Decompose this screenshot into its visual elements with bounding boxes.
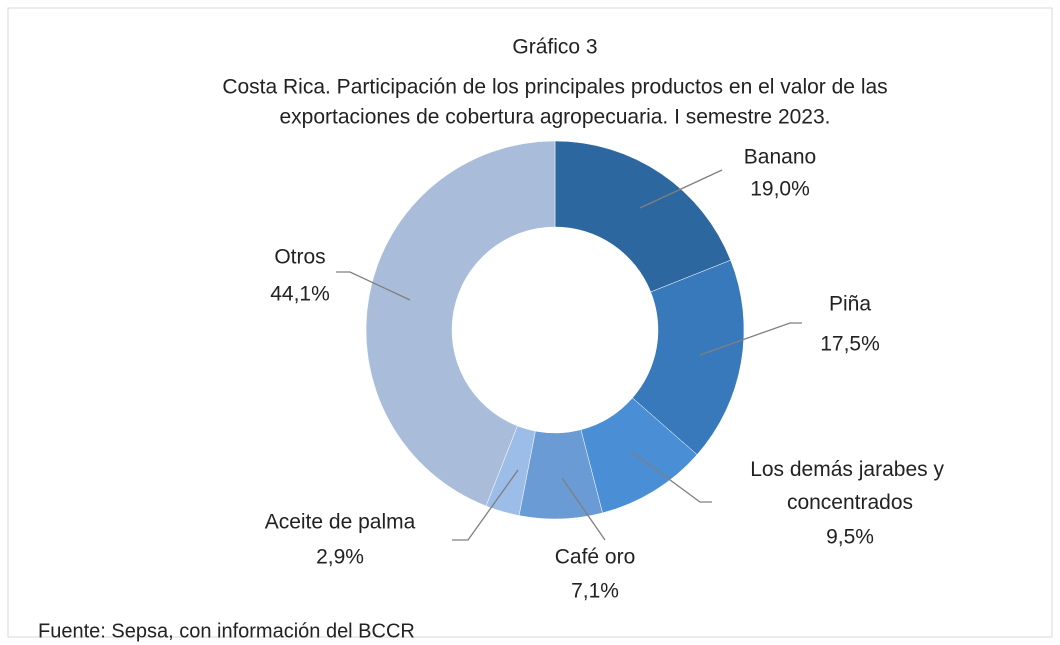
- slice-label: Banano: [744, 146, 816, 169]
- chart-subtitle: exportaciones de cobertura agropecuaria.…: [280, 106, 831, 129]
- leader-line: [336, 271, 411, 301]
- chart-frame: [7, 7, 1053, 638]
- donut-slice: [632, 259, 745, 456]
- slice-label: Otros: [274, 246, 325, 269]
- leader-line: [699, 322, 802, 356]
- donut-slice: [554, 140, 731, 293]
- value-label: 17,5%: [820, 333, 880, 356]
- slice-label: Café oro: [555, 546, 636, 569]
- value-label: 19,0%: [750, 178, 810, 201]
- value-label: 7,1%: [571, 580, 619, 603]
- value-label: 44,1%: [270, 283, 330, 306]
- value-label: 9,5%: [826, 526, 874, 549]
- leader-line: [631, 451, 712, 503]
- slice-label: Aceite de palma: [265, 511, 416, 534]
- chart-subtitle: Costa Rica. Participación de los princip…: [222, 76, 887, 99]
- value-label: 2,9%: [316, 546, 364, 569]
- slice-label: Piña: [829, 293, 871, 316]
- chart-title: Gráfico 3: [512, 36, 597, 59]
- leader-line: [452, 469, 519, 541]
- leader-line: [561, 477, 606, 541]
- source-note: Fuente: Sepsa, con información del BCCR: [38, 620, 415, 642]
- slice-label: Los demás jarabes y concentrados: [750, 458, 950, 514]
- leader-line: [639, 169, 723, 209]
